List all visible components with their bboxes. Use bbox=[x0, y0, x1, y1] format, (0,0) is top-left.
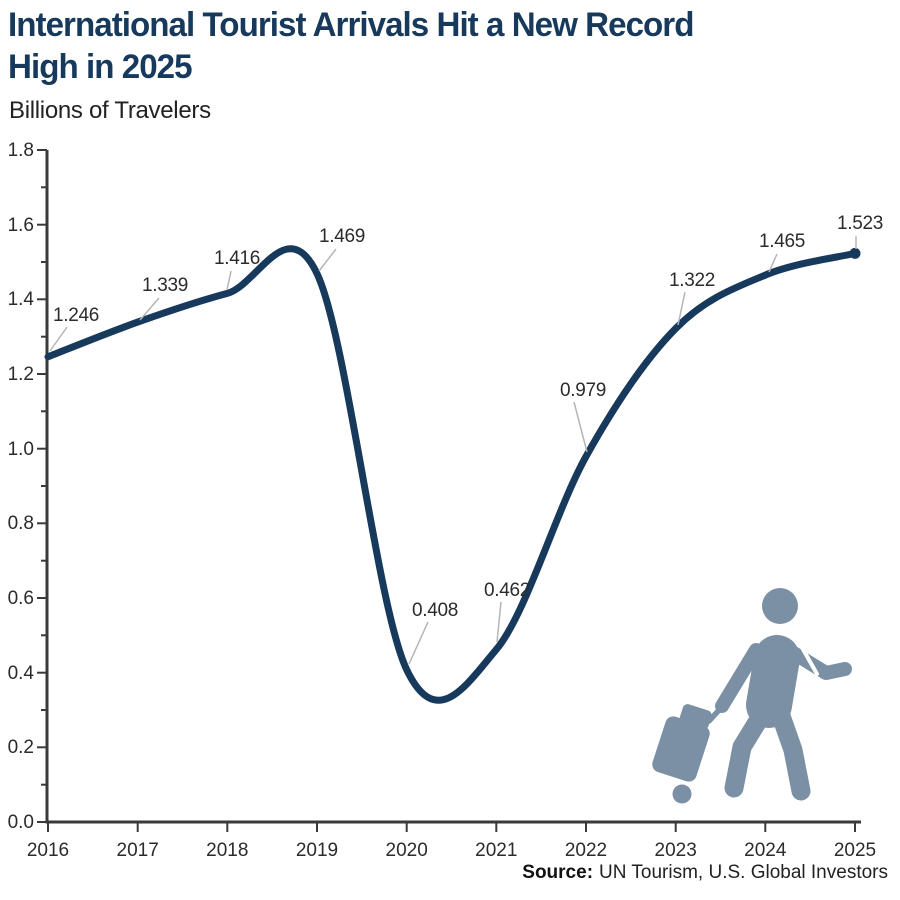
label-leader-line bbox=[408, 621, 429, 665]
y-tick-label: 1.0 bbox=[8, 439, 34, 460]
axes-lines bbox=[45, 150, 861, 824]
luggage-wheel bbox=[672, 784, 692, 804]
x-tick-label: 2022 bbox=[565, 840, 607, 861]
data-point-label: 1.523 bbox=[837, 213, 883, 234]
label-leader-line bbox=[318, 248, 337, 272]
arrivals-line bbox=[44, 245, 859, 704]
chart-subtitle: Billions of Travelers bbox=[9, 97, 211, 124]
data-point-label: 0.979 bbox=[560, 380, 606, 401]
source-text: UN Tourism, U.S. Global Investors bbox=[599, 862, 888, 883]
x-tick-label: 2025 bbox=[834, 840, 876, 861]
data-point-label: 0.462 bbox=[484, 580, 530, 601]
label-leader-line bbox=[139, 297, 160, 321]
y-tick-label: 0.6 bbox=[8, 588, 34, 609]
y-tick-label: 1.2 bbox=[8, 364, 34, 385]
y-tick-label: 0.4 bbox=[8, 663, 35, 684]
source-attribution: Source: UN Tourism, U.S. Global Investors bbox=[522, 862, 888, 884]
y-tick-label: 1.8 bbox=[8, 140, 34, 161]
label-leader-line bbox=[768, 253, 778, 273]
data-point-label: 1.339 bbox=[142, 275, 188, 296]
traveler-arm-back bbox=[785, 645, 852, 680]
data-point-label: 1.246 bbox=[53, 305, 99, 326]
label-leader-line bbox=[496, 601, 502, 643]
x-ticks bbox=[47, 822, 856, 832]
y-tick-label: 0.2 bbox=[8, 737, 34, 758]
y-ticks bbox=[37, 149, 47, 823]
traveler-head bbox=[762, 588, 798, 624]
traveler-leg-front bbox=[724, 706, 771, 798]
x-tick-label: 2023 bbox=[655, 840, 697, 861]
traveler-arm-front bbox=[715, 643, 763, 713]
x-tick-label: 2024 bbox=[744, 840, 787, 861]
data-point-label: 1.465 bbox=[759, 231, 805, 252]
data-point-label: 1.416 bbox=[214, 248, 260, 269]
y-tick-label: 0.8 bbox=[8, 513, 34, 534]
page-title: International Tourist Arrivals Hit a New… bbox=[8, 6, 694, 87]
data-point-label: 1.469 bbox=[319, 226, 365, 247]
x-tick-label: 2017 bbox=[117, 840, 159, 861]
x-tick-label: 2021 bbox=[475, 840, 517, 861]
data-point-label: 1.322 bbox=[669, 270, 715, 291]
label-leader-line bbox=[573, 401, 588, 453]
y-tick-label: 1.6 bbox=[8, 215, 34, 236]
source-label: Source: bbox=[522, 862, 594, 883]
y-tick-label: 1.4 bbox=[8, 289, 35, 310]
arm-body-gap bbox=[798, 642, 819, 676]
label-leader-line bbox=[677, 291, 686, 326]
x-tick-label: 2020 bbox=[386, 840, 428, 861]
traveler-leg-back bbox=[771, 706, 811, 801]
x-tick-label: 2016 bbox=[27, 840, 69, 861]
x-tick-label: 2019 bbox=[296, 840, 338, 861]
label-leader-line bbox=[49, 326, 68, 352]
label-leader-line bbox=[226, 270, 232, 291]
line-end-dot bbox=[849, 247, 861, 259]
data-point-label: 0.408 bbox=[412, 600, 458, 621]
x-tick-label: 2018 bbox=[206, 840, 248, 861]
luggage-handle bbox=[706, 706, 723, 724]
tourist-arrivals-chart: 1.8 1.6 1.4 1.2 1.0 0.8 0.6 0.4 0.2 0.0 … bbox=[8, 140, 884, 861]
traveler-torso bbox=[746, 635, 800, 728]
traveler-with-luggage-icon bbox=[652, 588, 852, 804]
luggage-body bbox=[652, 716, 710, 782]
y-tick-label: 0.0 bbox=[8, 812, 34, 833]
